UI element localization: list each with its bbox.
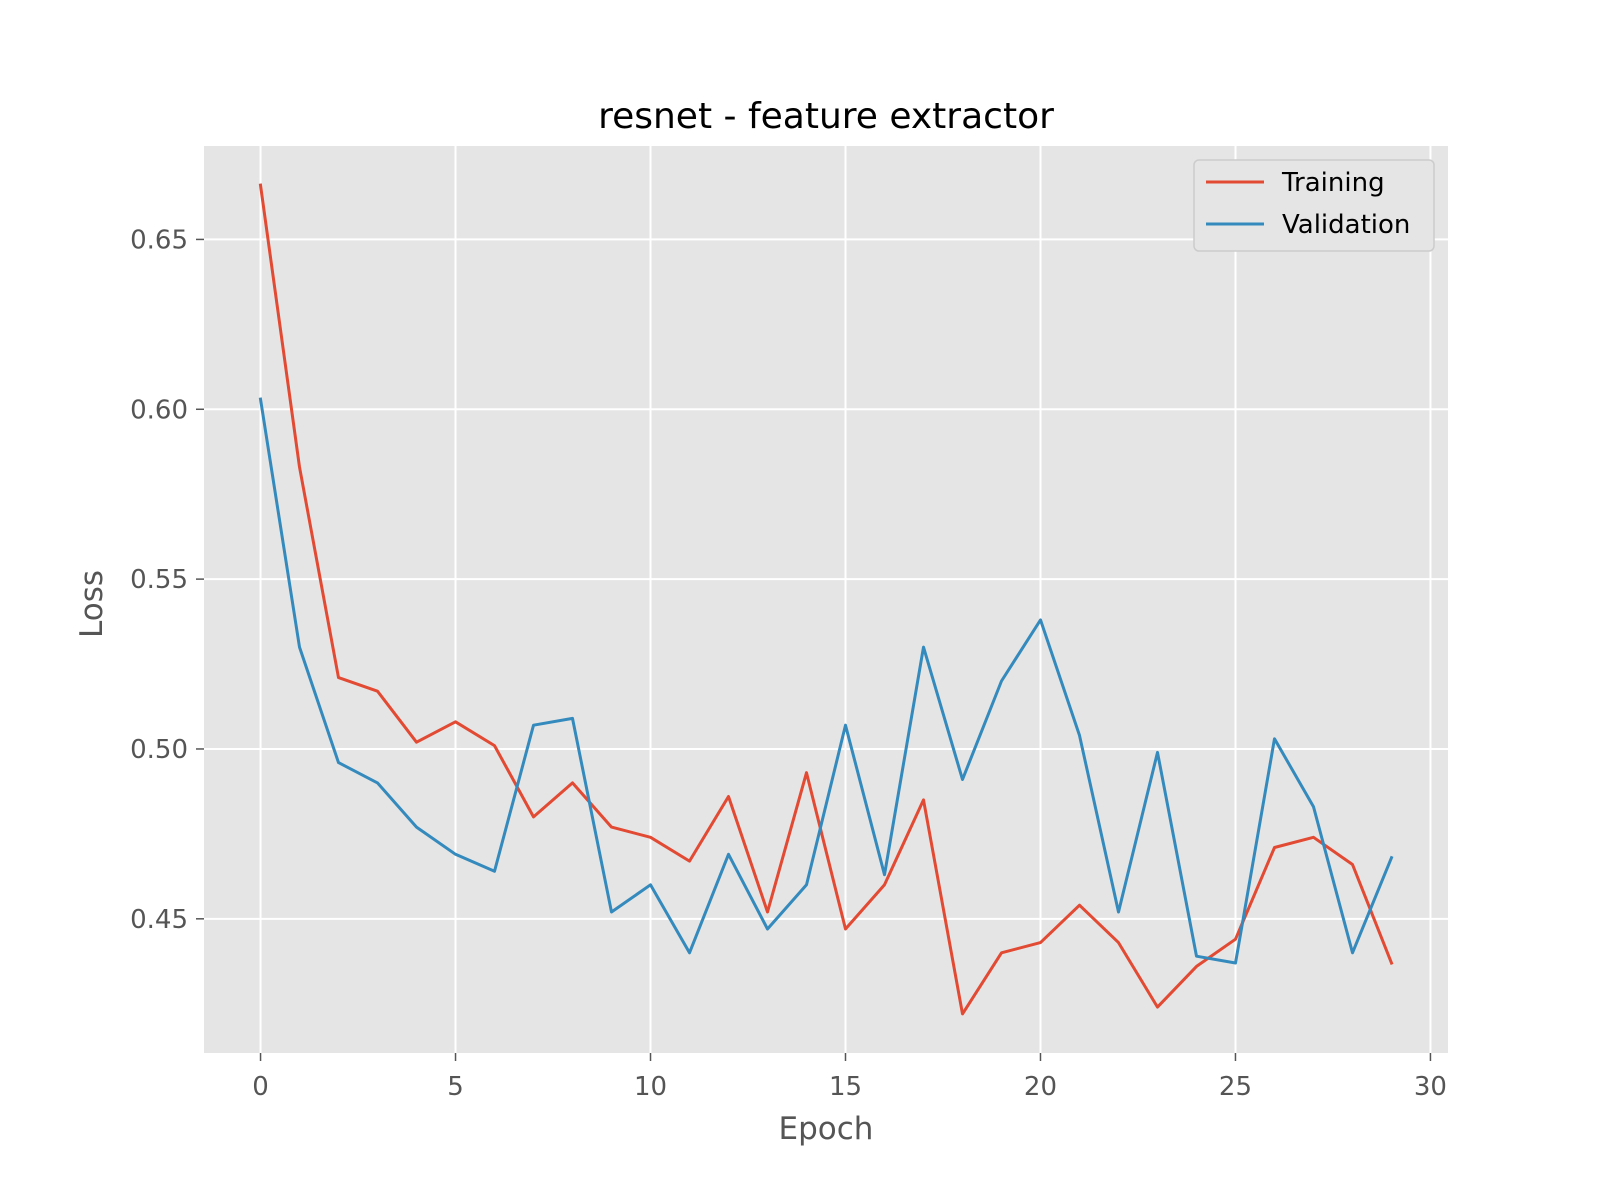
legend-label-training: Training <box>1281 168 1385 198</box>
y-tick-label: 0.60 <box>130 395 188 425</box>
y-tick-label: 0.45 <box>130 905 188 935</box>
grid <box>204 146 1448 1053</box>
series-lines <box>258 183 1394 1016</box>
x-tick-label: 0 <box>252 1072 269 1102</box>
legend: Training Validation <box>1193 159 1435 252</box>
y-tick-label: 0.55 <box>130 565 188 595</box>
series-line-training <box>258 183 1394 1016</box>
y-tick-label: 0.50 <box>130 735 188 765</box>
y-axis-label: Loss <box>74 570 110 638</box>
plot-area <box>204 146 1448 1053</box>
x-tick-label: 5 <box>447 1072 464 1102</box>
legend-label-validation: Validation <box>1282 210 1410 240</box>
y-tick-label: 0.65 <box>130 225 188 255</box>
x-tick-label: 10 <box>634 1072 667 1102</box>
x-tick-label: 15 <box>829 1072 862 1102</box>
ticks: 0 5 10 15 20 25 30 0.45 0.50 0.55 0.60 0.65 <box>130 225 1447 1102</box>
x-tick-label: 25 <box>1219 1072 1252 1102</box>
chart-title: resnet - feature extractor <box>598 96 1054 137</box>
x-tick-label: 30 <box>1414 1072 1447 1102</box>
x-axis-label: Epoch <box>779 1111 874 1147</box>
x-tick-label: 20 <box>1024 1072 1057 1102</box>
series-line-validation <box>258 397 1394 965</box>
